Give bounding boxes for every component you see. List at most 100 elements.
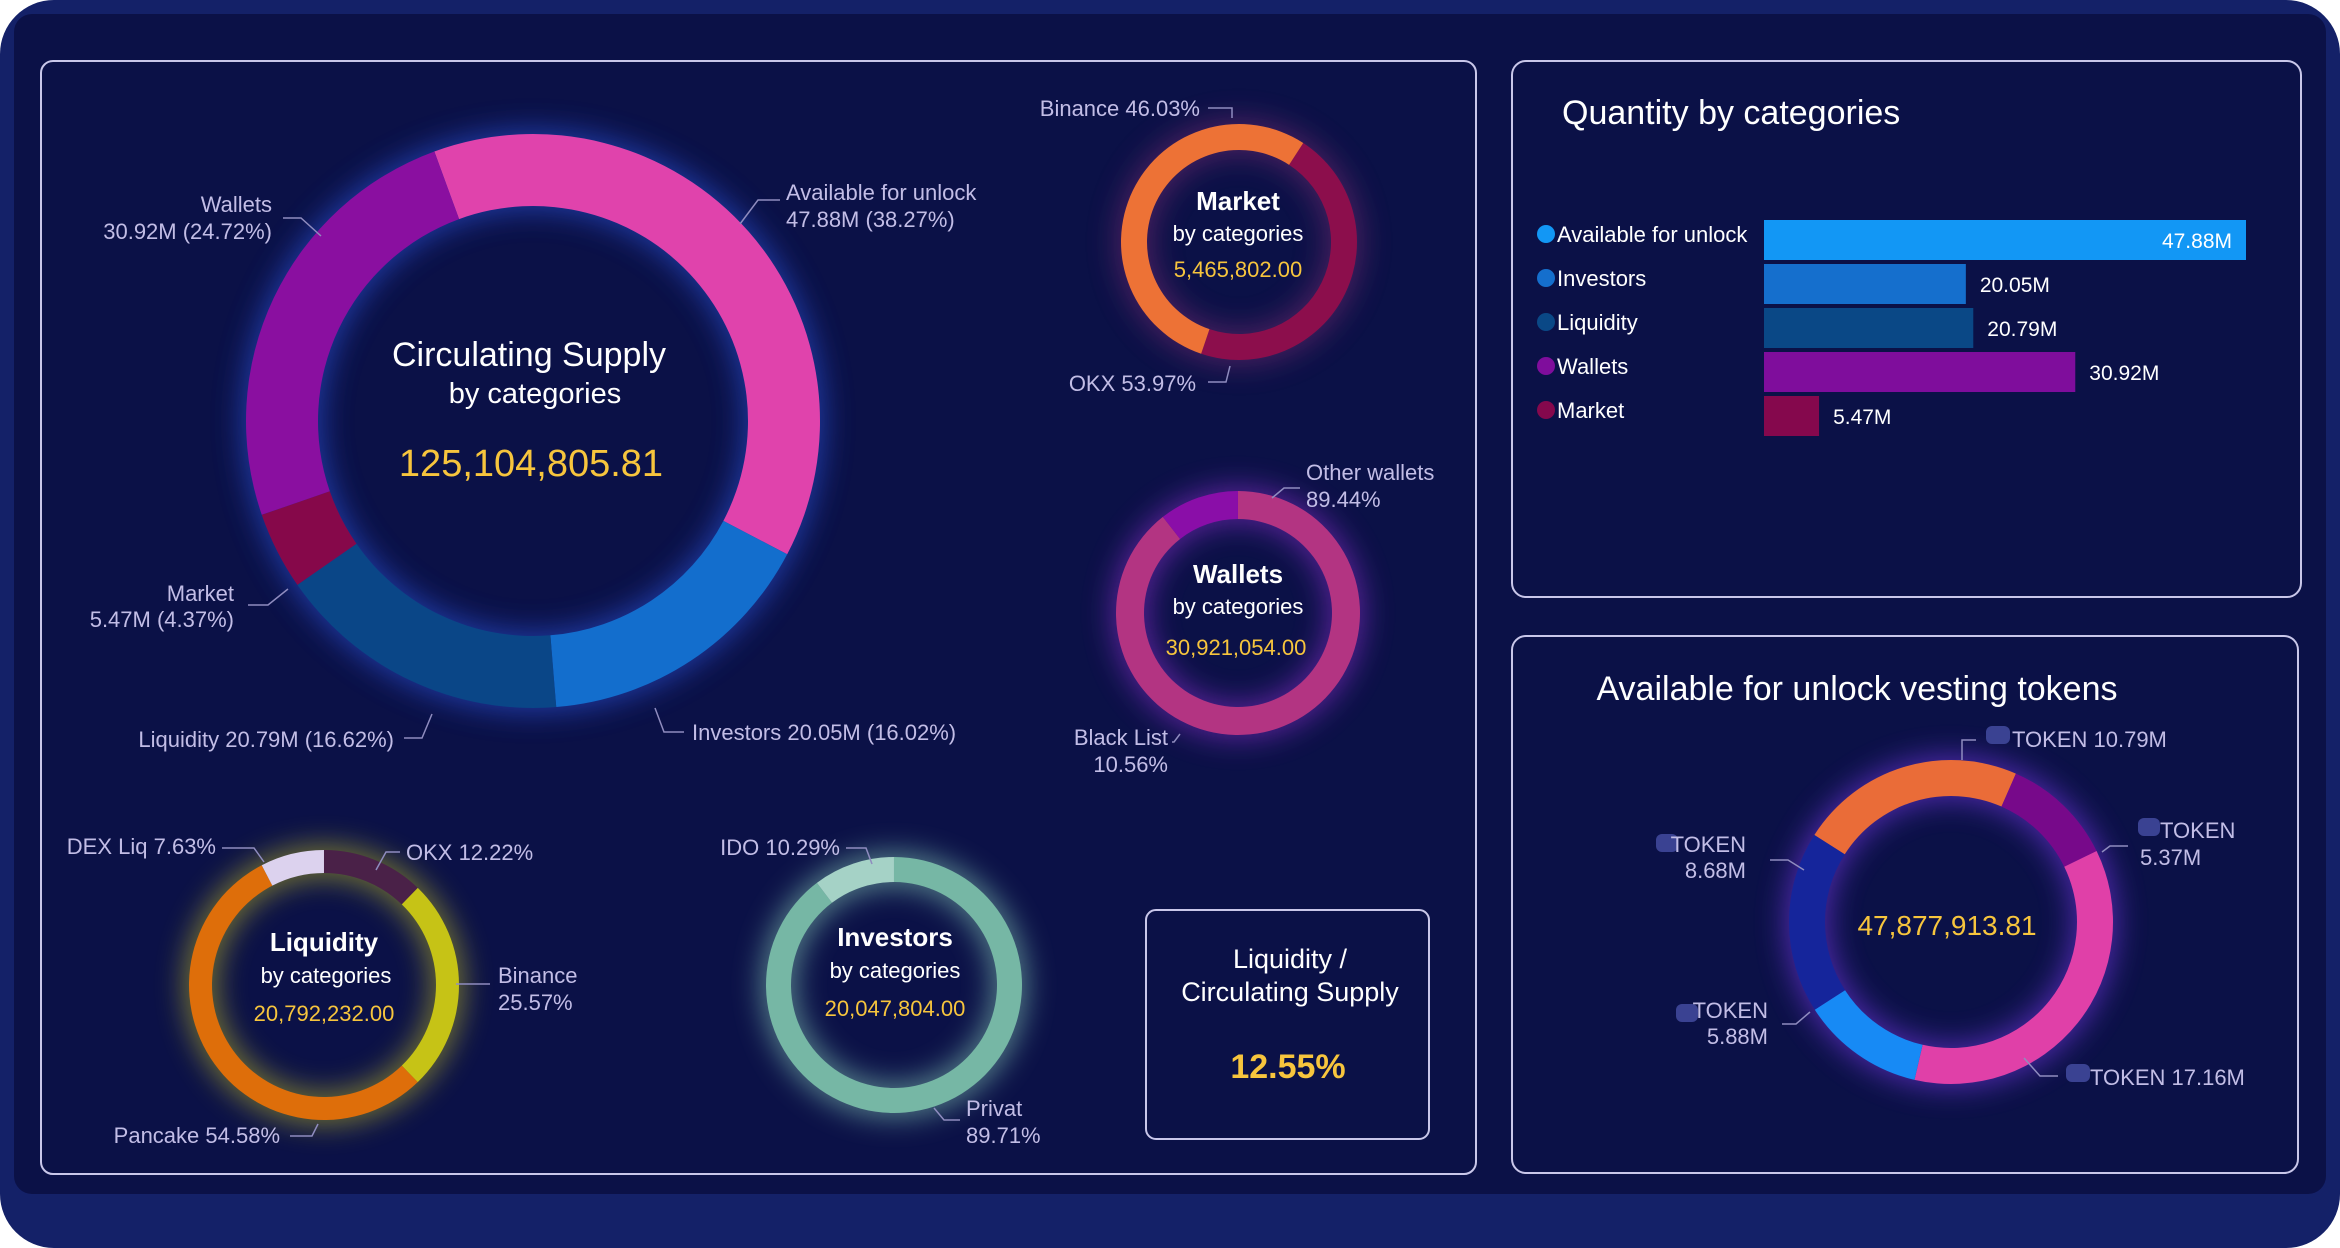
callout-token-4-2: 5.88M xyxy=(1707,1024,1768,1049)
ratio-value: 12.55% xyxy=(1230,1048,1345,1086)
callout-available-1: Available for unlock xyxy=(786,180,977,205)
vesting-slice-token-2[interactable] xyxy=(1914,850,2113,1084)
legend-dot-2 xyxy=(1537,313,1555,331)
callout-liquidity-binance-2: 25.57% xyxy=(498,990,573,1015)
bar-4[interactable] xyxy=(1764,396,1820,436)
liquidity-slice-binance-1[interactable] xyxy=(401,887,459,1083)
circulating-subtitle: by categories xyxy=(449,378,622,410)
ratio-label-1: Liquidity / xyxy=(1233,944,1348,974)
left-panel xyxy=(40,60,1477,1175)
legend-dot-4 xyxy=(1537,401,1555,419)
callout-token-5-1: TOKEN xyxy=(1671,832,1746,857)
callout-market-1: Market xyxy=(167,581,234,606)
bar-value-4: 5.47M xyxy=(1833,406,1891,429)
liquidity-total: 20,792,232.00 xyxy=(254,1001,395,1026)
callout-liquidity-binance-1: Binance xyxy=(498,963,578,988)
investors-slice-privat-0[interactable] xyxy=(765,857,1022,1113)
investors-slice-ido-1[interactable] xyxy=(816,857,894,903)
bar-value-3: 30.92M xyxy=(2089,362,2159,385)
callout-wallets-1: Wallets xyxy=(201,192,272,217)
callout-black-list-1: Black List xyxy=(1074,725,1168,750)
circulating-title: Circulating Supply xyxy=(392,336,666,374)
callout-pancake: Pancake 54.58% xyxy=(114,1123,280,1148)
market-subtitle: by categories xyxy=(1173,221,1304,246)
legend-dot-1 xyxy=(1537,269,1555,287)
wallets-donut xyxy=(1111,486,1365,740)
bar-2[interactable] xyxy=(1764,308,1974,348)
bar-value-1: 20.05M xyxy=(1980,274,2050,297)
bar-3[interactable] xyxy=(1764,352,2076,392)
investors-donut xyxy=(761,852,1027,1118)
legend-dot-0 xyxy=(1537,225,1555,243)
market-slice-binance-0[interactable] xyxy=(1201,143,1358,361)
vesting-slice-token-4[interactable] xyxy=(1789,834,1846,1010)
callout-available-2: 47.88M (38.27%) xyxy=(786,207,955,232)
circulating-slice-available-for-unlock-0[interactable] xyxy=(434,133,821,555)
bar-category-1: Investors xyxy=(1557,266,1646,291)
callout-black-list-2: 10.56% xyxy=(1093,752,1168,777)
liquidity-title: Liquidity xyxy=(270,927,379,957)
callout-ido: IDO 10.29% xyxy=(720,835,840,860)
bar-1[interactable] xyxy=(1764,264,1966,304)
vesting-panel xyxy=(1511,635,2299,1174)
vesting-slice-token-3[interactable] xyxy=(1814,990,1923,1080)
investors-subtitle: by categories xyxy=(830,958,961,983)
vesting-title: Available for unlock vesting tokens xyxy=(1596,670,2117,708)
circulating-slice-wallets-4[interactable] xyxy=(245,151,460,515)
ratio-card xyxy=(1145,909,1430,1140)
wallets-slice-black-list-1[interactable] xyxy=(1162,491,1238,539)
market-total: 5,465,802.00 xyxy=(1174,257,1302,282)
wallets-title: Wallets xyxy=(1193,559,1283,589)
callout-token-5-2: 8.68M xyxy=(1685,858,1746,883)
callout-token-2-2: 5.37M xyxy=(2140,845,2201,870)
liquidity-slice-okx-0[interactable] xyxy=(324,850,418,905)
circulating-slice-investors-1[interactable] xyxy=(550,520,788,708)
bar-category-3: Wallets xyxy=(1557,354,1628,379)
callout-token-2-1: TOKEN xyxy=(2160,818,2235,843)
callout-token-4-1: TOKEN xyxy=(1693,998,1768,1023)
market-slice-okx-1[interactable] xyxy=(1120,123,1304,354)
callout-market-okx: OKX 53.97% xyxy=(1069,371,1196,396)
bar-category-2: Liquidity xyxy=(1557,310,1638,335)
circulating-slice-market-3[interactable] xyxy=(261,491,357,585)
callout-other-wallets-1: Other wallets xyxy=(1306,460,1434,485)
callout-token-3: TOKEN 17.16M xyxy=(2090,1065,2245,1090)
liquidity-donut xyxy=(184,845,464,1125)
quantity-title: Quantity by categories xyxy=(1562,94,1900,132)
quantity-bar-chart: Available for unlock 47.88M Investors 20.05… xyxy=(1537,220,2246,436)
callout-liquidity: Liquidity 20.79M (16.62%) xyxy=(138,727,394,752)
circulating-slice-liquidity-2[interactable] xyxy=(297,543,557,708)
wallets-total: 30,921,054.00 xyxy=(1166,635,1307,660)
liquidity-slice-pancake-2[interactable] xyxy=(189,865,418,1120)
callout-market-binance: Binance 46.03% xyxy=(1040,96,1200,121)
callout-other-wallets-2: 89.44% xyxy=(1306,487,1381,512)
callout-investors: Investors 20.05M (16.02%) xyxy=(692,720,956,745)
market-title: Market xyxy=(1196,186,1280,216)
callout-privat-1: Privat xyxy=(966,1096,1022,1121)
quantity-panel xyxy=(1511,60,2302,598)
callout-liquidity-okx: OKX 12.22% xyxy=(406,840,533,865)
investors-total: 20,047,804.00 xyxy=(825,996,966,1021)
investors-title: Investors xyxy=(837,922,953,952)
bar-category-0: Available for unlock xyxy=(1557,222,1748,247)
bar-0[interactable] xyxy=(1764,220,2246,260)
circulating-total: 125,104,805.81 xyxy=(399,443,663,485)
vesting-slice-token-0[interactable] xyxy=(1814,759,2016,855)
vesting-donut xyxy=(1784,755,2118,1089)
bar-value-2: 20.79M xyxy=(1987,318,2057,341)
market-donut xyxy=(1116,119,1362,365)
callout-dex-liq: DEX Liq 7.63% xyxy=(67,834,216,859)
bar-value-0: 47.88M xyxy=(2162,230,2232,253)
legend-dot-3 xyxy=(1537,357,1555,375)
callout-privat-2: 89.71% xyxy=(966,1123,1041,1148)
ratio-label-2: Circulating Supply xyxy=(1181,977,1399,1007)
callout-token-1: TOKEN 10.79M xyxy=(2012,727,2167,752)
liquidity-slice-dex-liq-3[interactable] xyxy=(261,850,324,886)
vesting-slice-token-1[interactable] xyxy=(2001,773,2097,867)
callout-market-2: 5.47M (4.37%) xyxy=(90,607,234,632)
circulating-supply-donut xyxy=(241,129,825,713)
liquidity-subtitle: by categories xyxy=(261,963,392,988)
vesting-total: 47,877,913.81 xyxy=(1857,910,2036,941)
